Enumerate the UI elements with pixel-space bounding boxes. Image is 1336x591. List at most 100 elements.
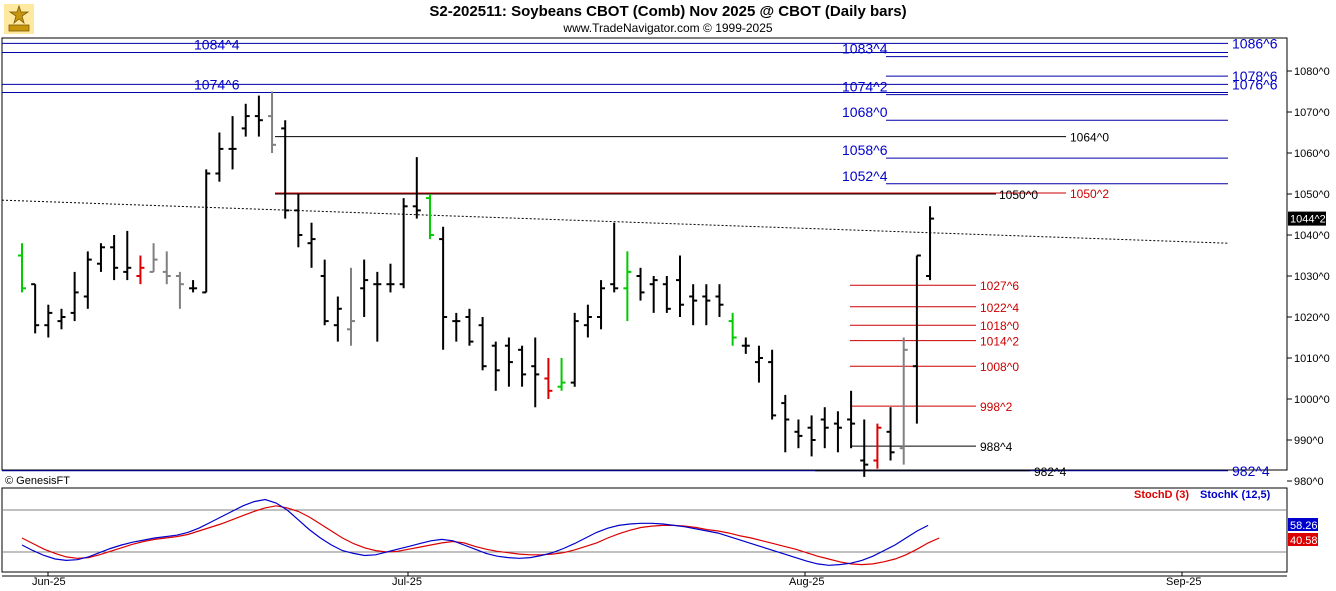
ohlc-bar xyxy=(491,341,500,391)
ohlc-bar xyxy=(754,345,763,383)
level-label: 1018^0 xyxy=(980,319,1019,333)
level-label: 1008^0 xyxy=(980,360,1019,374)
ohlc-bar xyxy=(715,284,724,317)
ohlc-bar xyxy=(44,304,53,338)
ohlc-bar xyxy=(18,243,26,293)
ohlc-bar xyxy=(504,337,513,387)
ohlc-bar xyxy=(899,337,908,465)
y-tick-label: 1040^0 xyxy=(1294,230,1330,242)
ohlc-bar xyxy=(136,255,145,285)
level-label: 988^4 xyxy=(980,440,1013,454)
level-label: 1050^0 xyxy=(999,188,1038,202)
y-tick-label: 1060^0 xyxy=(1294,148,1330,160)
y-tick-label: 1080^0 xyxy=(1294,66,1330,78)
ohlc-bar xyxy=(702,284,711,326)
ohlc-bar xyxy=(741,337,750,354)
x-tick-label: Sep-25 xyxy=(1166,576,1201,588)
ohlc-bar xyxy=(623,251,632,322)
x-tick-label: Aug-25 xyxy=(789,576,824,588)
level-label: 1027^6 xyxy=(980,279,1019,293)
level-label: 1074^6 xyxy=(194,77,240,93)
ohlc-bar xyxy=(597,280,606,330)
level-label: 982^4 xyxy=(1034,465,1067,479)
y-tick-label: 1000^0 xyxy=(1294,394,1330,406)
price-axis: 980^0 990^0 1000^0 1010^0 1020^0 1030^0 1040^0… xyxy=(1287,66,1330,488)
ohlc-bar xyxy=(189,280,198,293)
ohlc-bar xyxy=(347,267,355,346)
ohlc-bar xyxy=(873,423,882,469)
ohlc-bar xyxy=(860,419,869,477)
ohlc-bar xyxy=(110,235,119,281)
y-tick-label: 1020^0 xyxy=(1294,312,1330,324)
last-price-tag xyxy=(1288,211,1326,226)
ohlc-bar xyxy=(557,358,566,391)
ohlc-bar xyxy=(412,157,421,219)
ohlc-bar xyxy=(31,283,40,334)
ohlc-bar xyxy=(425,194,434,240)
stoch-k-line xyxy=(21,498,929,566)
ohlc-bar xyxy=(518,345,527,387)
ohlc-bar xyxy=(662,276,671,313)
level-label: 1076^6 xyxy=(1232,76,1278,92)
x-tick-label: Jul-25 xyxy=(392,576,422,588)
ohlc-bar xyxy=(781,394,790,453)
ohlc-bar xyxy=(676,255,684,317)
ohlc-bar xyxy=(689,284,698,326)
level-label: 1068^0 xyxy=(842,104,888,120)
ohlc-bar xyxy=(728,312,737,346)
y-tick-label: 1030^0 xyxy=(1294,271,1330,283)
x-tick-label: Jun-25 xyxy=(32,576,66,588)
ohlc-bar xyxy=(570,312,579,387)
ohlc-bar xyxy=(333,296,342,342)
chart-header: S2-202511: Soybeans CBOT (Comb) Nov 2025… xyxy=(0,0,1336,36)
stoch-k-value-label: 58.26 xyxy=(1290,520,1318,532)
ohlc-bar xyxy=(386,263,395,293)
ohlc-bar xyxy=(847,390,856,449)
ohlc-bar xyxy=(452,312,461,342)
chart-title: S2-202511: Soybeans CBOT (Comb) Nov 2025… xyxy=(429,3,907,20)
level-label: 998^2 xyxy=(980,400,1013,414)
ohlc-bar xyxy=(531,337,540,408)
ohlc-bar xyxy=(228,116,237,170)
ohlc-bar xyxy=(636,267,645,301)
level-label: 1064^0 xyxy=(1070,131,1109,145)
ohlc-bar xyxy=(175,271,184,309)
level-label: 982^4 xyxy=(1232,463,1270,479)
last-price-label: 1044^2 xyxy=(1290,214,1326,226)
ohlc-bar xyxy=(70,271,79,322)
level-label: 1074^2 xyxy=(842,79,888,95)
ohlc-bar xyxy=(886,407,895,461)
ohlc-bar xyxy=(294,194,303,248)
ohlc-bar xyxy=(807,415,816,457)
ohlc-bar xyxy=(583,304,592,338)
ohlc-bar xyxy=(96,243,105,272)
ohlc-bar xyxy=(254,95,263,137)
level-label: 1086^6 xyxy=(1232,35,1278,51)
y-tick-label: 1010^0 xyxy=(1294,353,1330,365)
ohlc-bar xyxy=(912,254,921,424)
trade-navigator-logo-icon[interactable] xyxy=(3,3,35,35)
stoch-d-value-tag xyxy=(1288,533,1318,546)
stoch-d-legend: StochD (3) xyxy=(1134,489,1189,501)
ohlc-bar xyxy=(833,411,842,453)
ohlc-bar xyxy=(649,276,658,313)
ohlc-bar xyxy=(281,120,290,219)
ohlc-bar xyxy=(241,103,250,137)
time-axis: Jun-25 Jul-25 Aug-25 Sep-25 xyxy=(32,572,1201,588)
ohlc-bar xyxy=(373,271,382,342)
price-panel-frame xyxy=(1,37,1288,471)
ohlc-bar xyxy=(478,317,487,371)
stoch-panel-frame xyxy=(1,487,1288,573)
ohlc-bar xyxy=(123,230,132,281)
y-tick-label: 1070^0 xyxy=(1294,107,1330,119)
ohlc-bar xyxy=(149,243,158,273)
ohlc-bar xyxy=(320,259,329,326)
copyright-label: © GenesisFT xyxy=(5,475,70,487)
level-label: 1014^2 xyxy=(980,335,1019,349)
ohlc-bar xyxy=(57,308,66,330)
ohlc-bar xyxy=(215,132,224,182)
y-tick-label: 990^0 xyxy=(1294,435,1324,447)
level-label: 1083^4 xyxy=(842,41,888,57)
